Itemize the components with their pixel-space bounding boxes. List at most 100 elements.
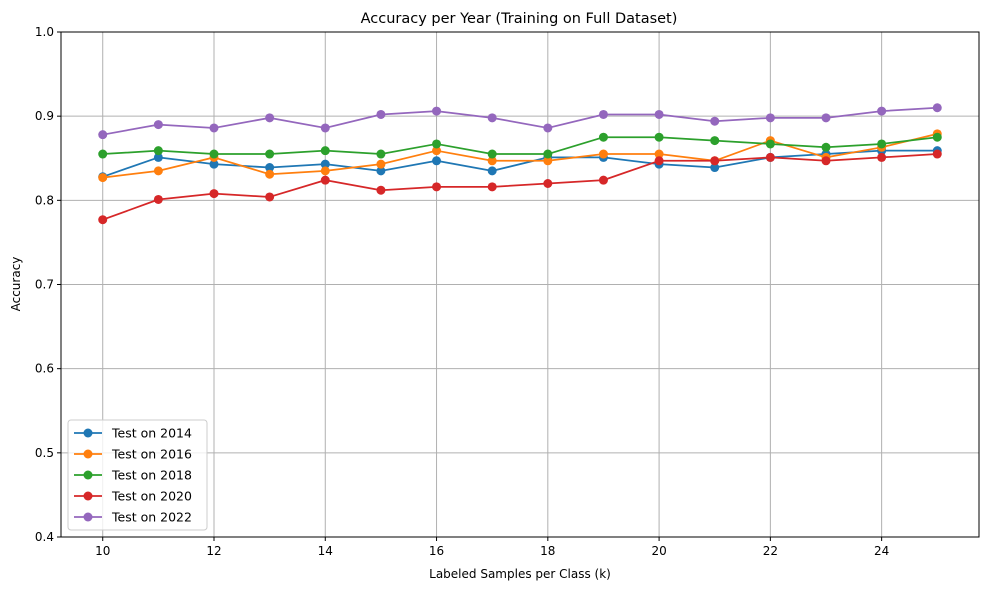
data-point [98, 173, 108, 183]
y-tick-label: 0.4 [35, 530, 54, 544]
data-point [821, 156, 831, 166]
series-test-on-2018 [98, 132, 942, 159]
data-point [710, 116, 720, 126]
data-point [877, 139, 887, 149]
data-point [153, 152, 163, 162]
data-point [320, 166, 330, 176]
y-tick-label: 0.8 [35, 193, 54, 207]
data-point [654, 109, 664, 119]
data-point [265, 192, 275, 202]
y-tick-label: 1.0 [35, 25, 54, 39]
data-point [877, 106, 887, 116]
data-point [543, 156, 553, 166]
data-point [432, 156, 442, 166]
data-point [543, 179, 553, 188]
series-test-on-2016 [98, 129, 942, 183]
x-axis-label: Labeled Samples per Class (k) [429, 567, 611, 581]
data-point [209, 159, 219, 169]
data-point [153, 146, 163, 156]
data-point [153, 120, 163, 130]
data-point [487, 166, 497, 176]
data-point [265, 113, 275, 123]
data-point [932, 103, 942, 113]
chart-title: Accuracy per Year (Training on Full Data… [361, 11, 678, 27]
data-point [265, 149, 275, 159]
data-point [765, 152, 775, 162]
x-tick-label: 24 [874, 544, 889, 558]
legend-marker [83, 491, 93, 501]
data-point [821, 113, 831, 123]
data-point [487, 149, 497, 159]
data-point [487, 182, 497, 192]
y-tick-label: 0.7 [35, 278, 54, 292]
y-tick-label: 0.9 [35, 109, 54, 123]
data-point [376, 166, 386, 176]
series-line [102, 132, 938, 179]
series-test-on-2020 [98, 149, 942, 225]
data-point [376, 149, 386, 159]
data-point [710, 163, 720, 173]
legend: Test on 2014 Test on 2016 Test on 2018 Test… [67, 419, 208, 531]
x-tick-label: 18 [540, 544, 555, 558]
data-point [710, 156, 720, 166]
data-point [765, 113, 775, 123]
data-point [153, 194, 163, 204]
data-point [265, 169, 275, 179]
data-point [710, 136, 720, 146]
legend-item: Test on 2018 [74, 468, 192, 483]
data-point [877, 152, 887, 162]
data-point [598, 175, 608, 185]
series-line [102, 136, 938, 155]
data-point [432, 106, 442, 116]
data-point [487, 156, 497, 166]
data-point [320, 159, 330, 169]
legend-marker [83, 428, 93, 438]
data-point [432, 146, 442, 156]
legend-item: Test on 2022 [74, 510, 192, 525]
legend-label: Test on 2014 [111, 426, 192, 441]
series-layer [98, 103, 942, 225]
legend-label: Test on 2016 [111, 447, 192, 462]
data-point [153, 166, 163, 176]
data-point [209, 149, 219, 159]
y-axis-label: Accuracy [9, 257, 23, 312]
legend-marker [83, 512, 93, 522]
legend-item: Test on 2020 [74, 489, 192, 504]
legend-item: Test on 2014 [74, 426, 192, 441]
x-tick-label: 12 [206, 544, 221, 558]
x-tick-label: 20 [651, 544, 666, 558]
x-tick-label: 22 [763, 544, 778, 558]
data-point [932, 149, 942, 159]
data-point [543, 123, 553, 133]
data-point [98, 215, 108, 225]
data-point [654, 156, 664, 166]
data-point [376, 159, 386, 169]
data-point [320, 175, 330, 185]
y-tick-label: 0.5 [35, 446, 54, 460]
legend-marker [83, 449, 93, 459]
data-point [432, 139, 442, 149]
data-point [654, 132, 664, 142]
legend-label: Test on 2018 [111, 468, 192, 483]
data-point [598, 149, 608, 159]
data-point [765, 139, 775, 149]
data-point [320, 123, 330, 133]
series-line [102, 153, 938, 221]
data-point [654, 149, 664, 159]
data-point [320, 146, 330, 156]
data-point [598, 132, 608, 142]
data-point [432, 182, 442, 192]
series-line [102, 106, 938, 136]
data-point [209, 189, 219, 199]
data-point [821, 142, 831, 152]
legend-item: Test on 2016 [74, 447, 192, 462]
legend-frame [67, 419, 208, 531]
legend-marker [83, 470, 93, 480]
y-tick-label: 0.6 [35, 362, 54, 376]
legend-label: Test on 2020 [111, 489, 192, 504]
data-point [932, 132, 942, 142]
legend-label: Test on 2022 [111, 510, 192, 525]
data-point [265, 163, 275, 173]
series-test-on-2014 [98, 146, 942, 182]
